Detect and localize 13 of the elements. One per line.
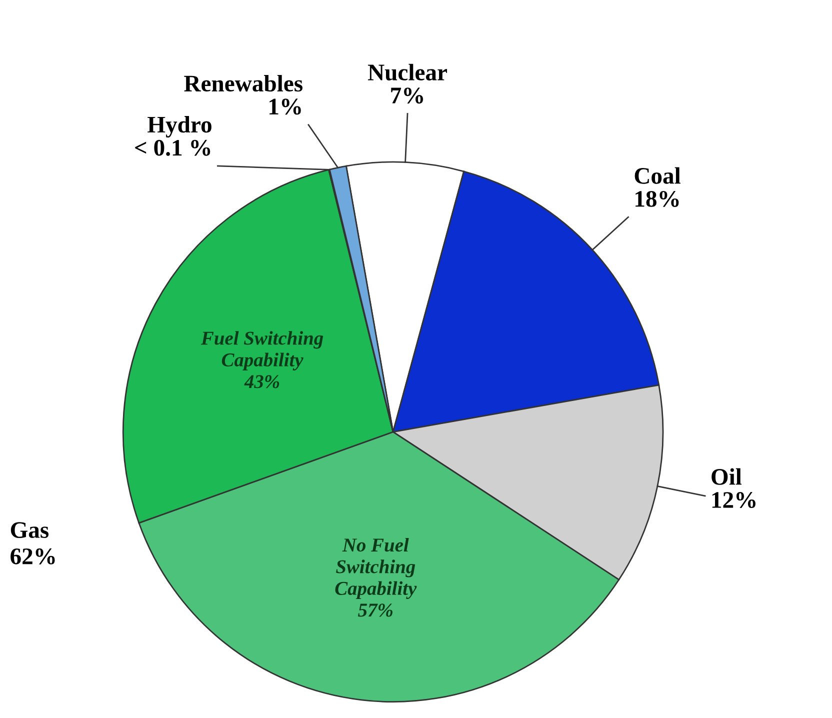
data-label: 12%: [712, 492, 756, 508]
slice-label: Fuel Switching Capability 43%: [200, 331, 324, 388]
text: Gas 62%: [10, 522, 55, 564]
slice-label: Coal: [634, 167, 680, 184]
slice-label: Hydro: [148, 116, 212, 138]
slice-label: No Fuel Switching Capability 57%: [335, 538, 417, 617]
data-label: < 0.1 %: [135, 140, 210, 156]
data-label: 18%: [636, 190, 679, 207]
slice-label: Nuclear: [368, 64, 447, 81]
slice-label: Renewables: [184, 74, 302, 92]
data-label: 1%: [270, 98, 301, 115]
slice-label: Oil: [712, 468, 742, 485]
data-label: 7%: [391, 88, 423, 104]
